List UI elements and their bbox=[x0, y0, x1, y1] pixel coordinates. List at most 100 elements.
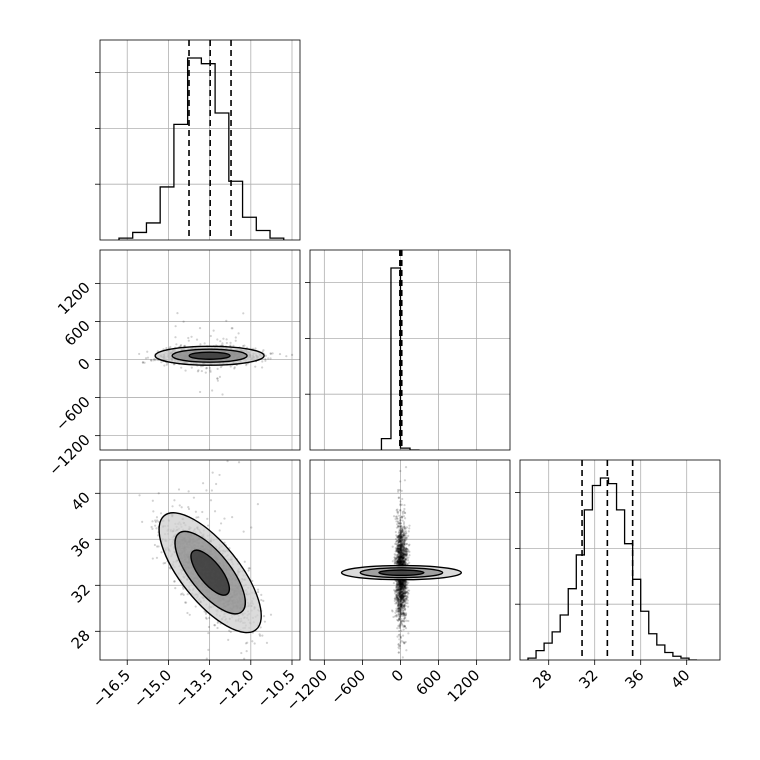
scatter-point bbox=[404, 555, 407, 558]
scatter-point bbox=[184, 601, 187, 604]
scatter-point bbox=[402, 583, 405, 586]
scatter-point bbox=[400, 586, 403, 589]
scatter-point bbox=[405, 554, 408, 557]
scatter-point bbox=[404, 547, 408, 550]
scatter-point bbox=[243, 344, 246, 347]
scatter-point bbox=[407, 548, 410, 551]
scatter-point bbox=[251, 640, 254, 643]
scatter-point bbox=[248, 567, 251, 570]
scatter-point bbox=[398, 555, 401, 558]
scatter-point bbox=[400, 593, 403, 597]
scatter-point bbox=[152, 359, 155, 362]
scatter-point bbox=[211, 471, 214, 474]
scatter-point bbox=[398, 548, 401, 551]
scatter-point bbox=[405, 537, 408, 540]
scatter-point bbox=[400, 532, 403, 536]
scatter-point bbox=[200, 369, 203, 373]
scatter-point bbox=[398, 551, 401, 554]
scatter-point bbox=[397, 604, 400, 607]
scatter-point bbox=[216, 367, 219, 371]
scatter-point bbox=[394, 561, 397, 565]
scatter-point bbox=[396, 544, 399, 547]
scatter-point bbox=[182, 593, 185, 596]
scatter-point bbox=[151, 527, 154, 530]
scatter-point bbox=[398, 588, 402, 591]
scatter-point bbox=[396, 555, 399, 558]
scatter-point bbox=[395, 587, 398, 590]
scatter-point bbox=[400, 556, 403, 559]
scatter-point bbox=[400, 562, 403, 565]
scatter-point bbox=[399, 555, 402, 558]
scatter-point bbox=[179, 593, 183, 596]
scatter-point bbox=[403, 598, 406, 601]
scatter-point bbox=[396, 545, 399, 548]
scatter-point bbox=[403, 558, 406, 561]
scatter-point bbox=[396, 583, 399, 586]
scatter-point bbox=[178, 504, 181, 507]
scatter-point bbox=[401, 529, 404, 532]
scatter-point bbox=[405, 649, 408, 652]
scatter-point bbox=[402, 583, 405, 586]
scatter-point bbox=[162, 562, 165, 565]
scatter-point bbox=[399, 562, 402, 565]
scatter-point bbox=[149, 358, 153, 362]
scatter-point bbox=[402, 552, 405, 555]
scatter-point bbox=[397, 607, 400, 610]
scatter-point bbox=[257, 590, 260, 594]
scatter-point bbox=[400, 549, 403, 552]
scatter-point bbox=[398, 560, 402, 563]
scatter-point bbox=[403, 582, 407, 585]
scatter-point bbox=[209, 370, 212, 373]
scatter-point bbox=[403, 585, 406, 588]
scatter-point bbox=[401, 552, 404, 556]
scatter-point bbox=[403, 553, 406, 556]
scatter-point bbox=[395, 548, 398, 551]
scatter-point bbox=[265, 641, 269, 644]
scatter-point bbox=[184, 601, 188, 604]
scatter-point bbox=[399, 560, 402, 563]
scatter-point bbox=[402, 559, 405, 563]
scatter-point bbox=[399, 545, 402, 548]
scatter-point bbox=[393, 553, 396, 556]
scatter-point bbox=[397, 602, 400, 605]
scatter-point bbox=[168, 708, 170, 710]
scatter-point bbox=[404, 594, 407, 597]
scatter-point bbox=[261, 360, 264, 363]
scatter-point bbox=[400, 583, 404, 586]
scatter-point bbox=[399, 537, 402, 540]
scatter-point bbox=[400, 581, 403, 584]
scatter-point bbox=[398, 555, 401, 558]
scatter-point bbox=[403, 533, 406, 536]
scatter-point bbox=[198, 327, 202, 330]
scatter-point bbox=[404, 561, 407, 565]
scatter-point bbox=[399, 600, 403, 603]
scatter-point bbox=[397, 551, 400, 554]
scatter-point bbox=[402, 560, 405, 563]
scatter-point bbox=[401, 541, 404, 544]
scatter-point bbox=[403, 604, 406, 607]
scatter-point bbox=[182, 587, 185, 590]
scatter-point bbox=[404, 613, 408, 616]
scatter-point bbox=[397, 535, 401, 538]
scatter-point bbox=[201, 510, 204, 514]
scatter-point bbox=[232, 344, 235, 347]
scatter-point bbox=[154, 358, 157, 362]
scatter-point bbox=[397, 624, 400, 628]
scatter-point bbox=[402, 540, 405, 543]
scatter-point bbox=[396, 544, 400, 547]
scatter-point bbox=[397, 542, 400, 545]
scatter-point bbox=[401, 597, 404, 600]
scatter-point bbox=[396, 618, 399, 622]
scatter-point bbox=[402, 547, 406, 550]
scatter-point bbox=[398, 594, 401, 597]
scatter-point bbox=[196, 426, 198, 428]
scatter-point bbox=[397, 557, 400, 560]
scatter-point bbox=[398, 535, 401, 538]
scatter-point bbox=[399, 480, 402, 483]
scatter-point bbox=[400, 583, 403, 587]
scatter-point bbox=[403, 543, 407, 546]
scatter-point bbox=[404, 530, 408, 533]
scatter-point bbox=[398, 535, 402, 539]
scatter-point bbox=[404, 581, 408, 584]
scatter-point bbox=[180, 506, 183, 509]
